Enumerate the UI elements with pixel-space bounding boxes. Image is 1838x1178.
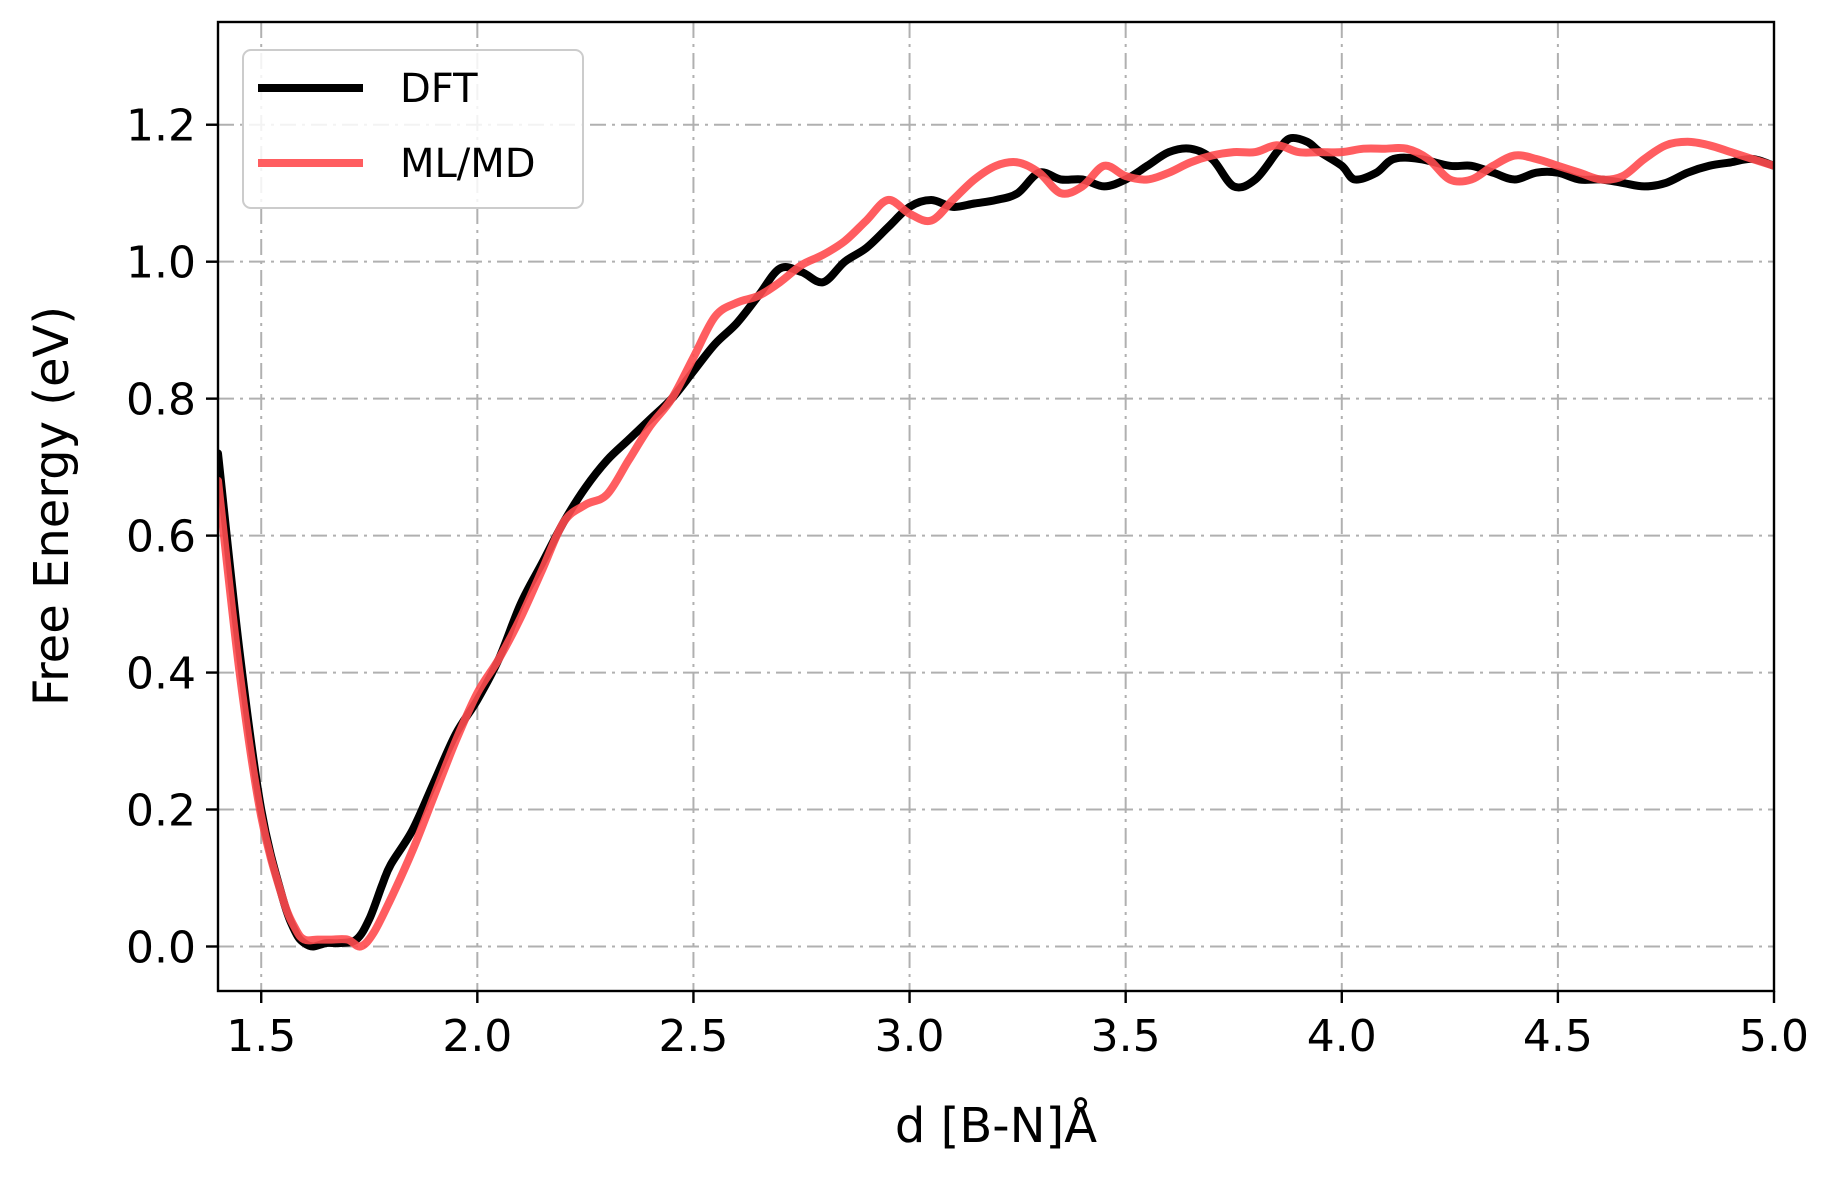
y-tick-label: 0.6 bbox=[126, 512, 196, 563]
y-axis-ticks: 0.0 0.2 0.4 0.6 0.8 1.0 1.2 bbox=[126, 101, 218, 973]
legend-label-ml-md: ML/MD bbox=[400, 141, 536, 187]
plot-frame bbox=[216, 20, 1776, 993]
x-tick-label: 3.0 bbox=[875, 1011, 945, 1062]
y-axis-label: Free Energy (eV) bbox=[24, 306, 80, 706]
x-tick-label: 3.5 bbox=[1091, 1011, 1161, 1062]
y-tick-label: 0.0 bbox=[126, 922, 196, 973]
y-tick-label: 1.2 bbox=[126, 101, 196, 152]
x-tick-label: 4.0 bbox=[1307, 1011, 1377, 1062]
series-line-ml-md bbox=[218, 137, 1774, 951]
x-tick-label: 1.5 bbox=[226, 1011, 296, 1062]
legend: DFT ML/MD bbox=[242, 49, 584, 209]
legend-label-dft: DFT bbox=[400, 66, 478, 112]
x-tick-label: 2.0 bbox=[442, 1011, 512, 1062]
series-line-dft bbox=[218, 133, 1774, 951]
x-tick-label: 4.5 bbox=[1523, 1011, 1593, 1062]
x-tick-label: 5.0 bbox=[1739, 1011, 1809, 1062]
y-tick-label: 0.8 bbox=[126, 375, 196, 426]
series-lines bbox=[218, 133, 1774, 951]
y-tick-label: 1.0 bbox=[126, 238, 196, 289]
y-tick-label: 0.4 bbox=[126, 649, 196, 700]
y-tick-label: 0.2 bbox=[126, 786, 196, 837]
x-axis-ticks: 1.5 2.0 2.5 3.0 3.5 4.0 4.5 5.0 bbox=[226, 991, 1809, 1062]
x-axis-label: d [B-N]Å bbox=[895, 1097, 1097, 1154]
x-tick-label: 2.5 bbox=[658, 1011, 728, 1062]
